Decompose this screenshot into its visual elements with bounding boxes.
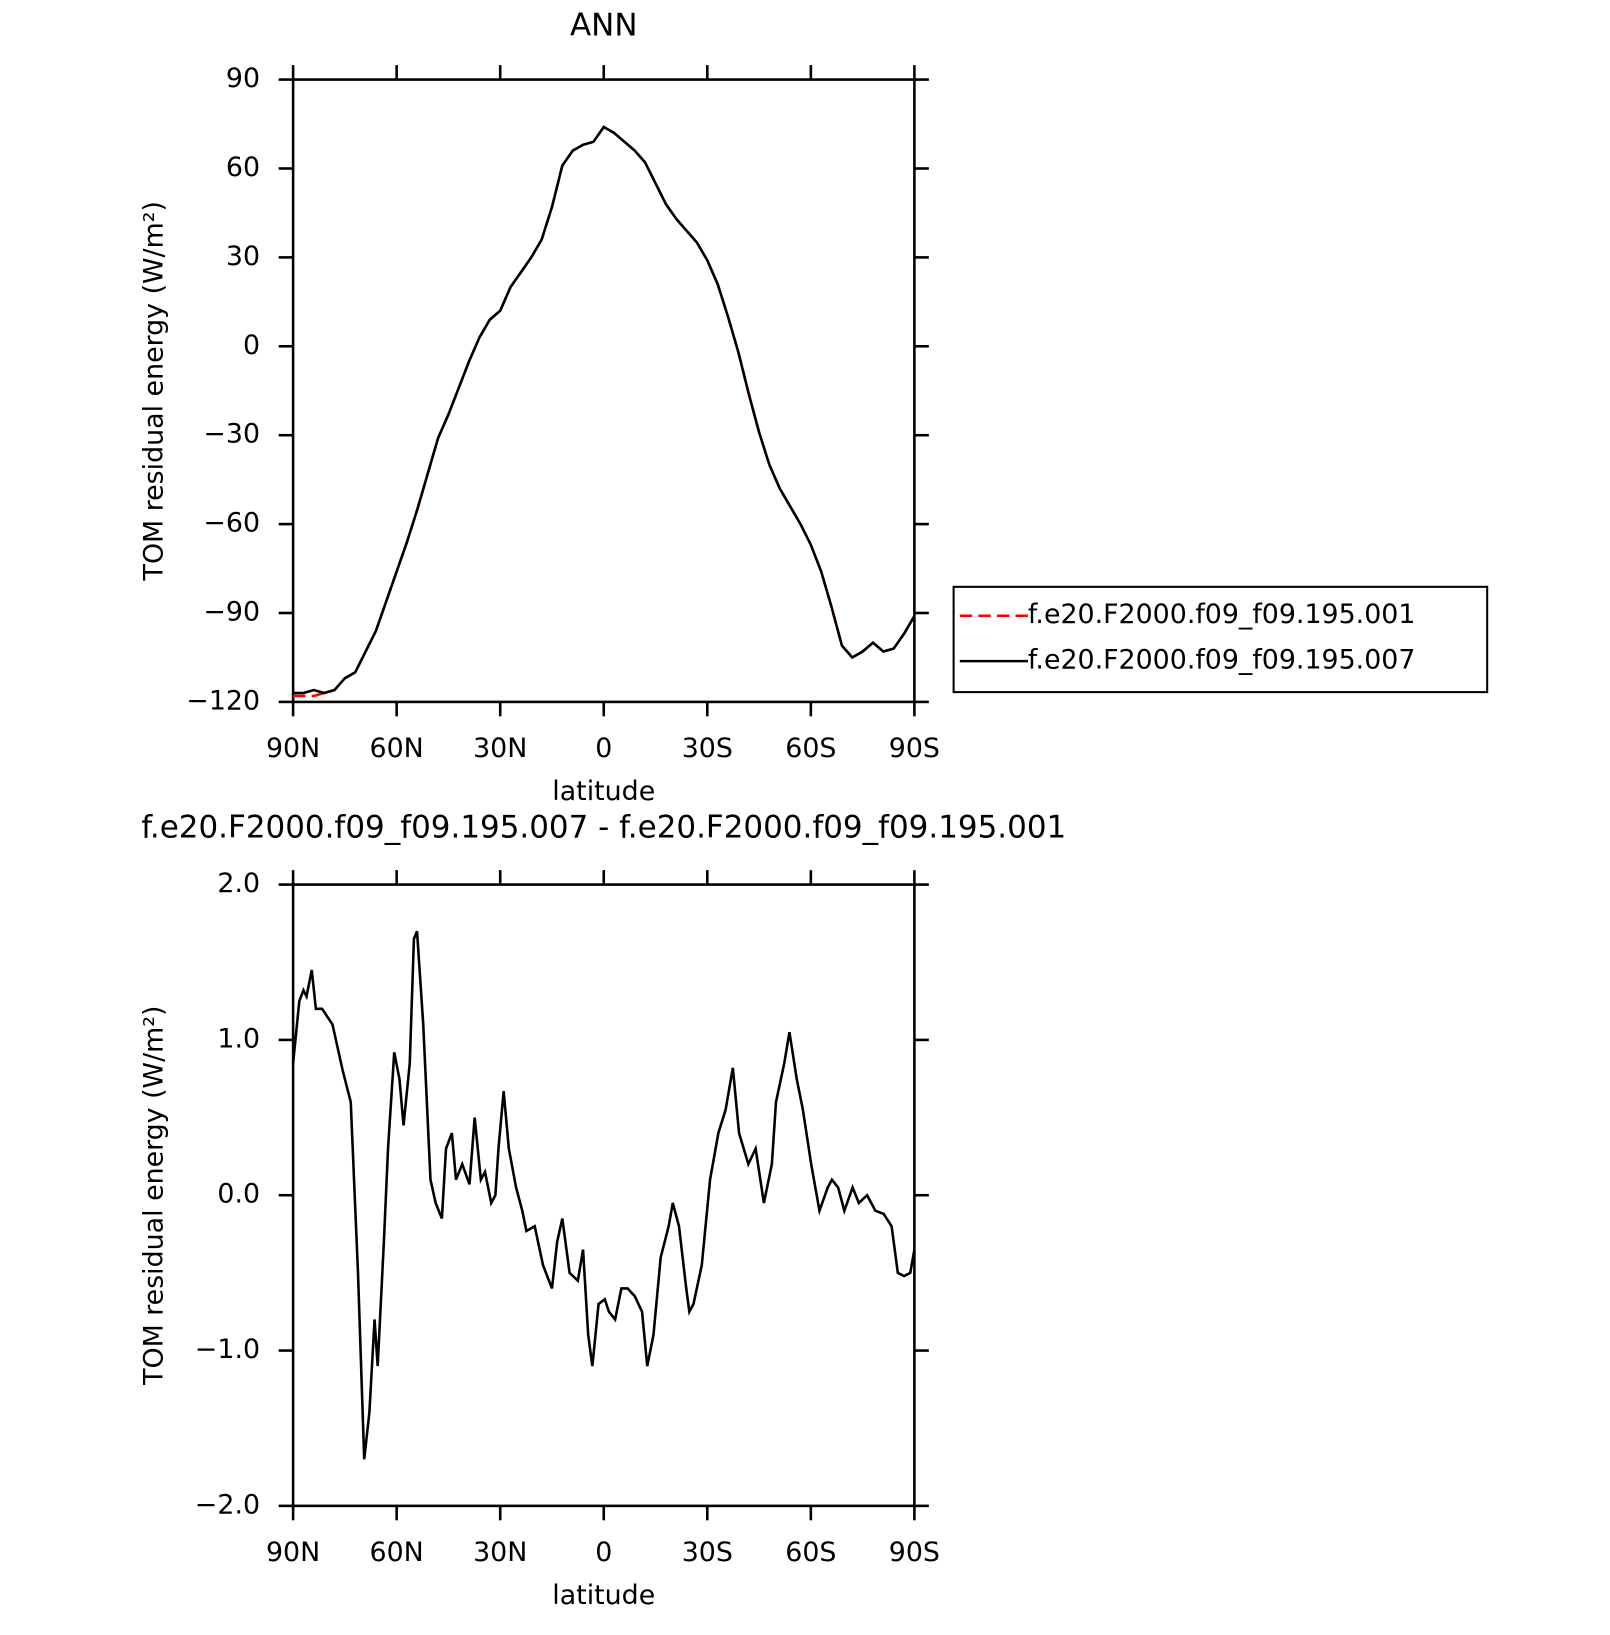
- legend-label: f.e20.F2000.f09_f09.195.001: [1028, 599, 1415, 630]
- y-tick-label: −30: [203, 419, 260, 450]
- legend-box: [952, 585, 1489, 694]
- x-tick-label: 60N: [370, 1537, 424, 1568]
- y-axis-label: TOM residual energy (W/m²): [138, 1006, 169, 1386]
- chart-title: ANN: [570, 7, 637, 43]
- y-tick-label: 90: [226, 63, 260, 94]
- data-line: [293, 125, 916, 695]
- x-tick-label: 90N: [266, 1537, 320, 1568]
- x-tick-label: 30N: [473, 1537, 527, 1568]
- y-tick-label: 60: [226, 152, 260, 183]
- y-tick-label: −60: [203, 508, 260, 539]
- x-tick-label: 30S: [682, 733, 733, 764]
- x-tick-label: 60S: [785, 733, 836, 764]
- plot-frame: [291, 883, 916, 1508]
- x-tick-label: 60S: [785, 1537, 836, 1568]
- y-tick-label: −1.0: [195, 1334, 260, 1365]
- x-axis-label: latitude: [552, 776, 655, 807]
- x-tick-label: 30S: [682, 1537, 733, 1568]
- x-tick-label: 90S: [889, 733, 940, 764]
- legend-label: f.e20.F2000.f09_f09.195.007: [1028, 645, 1415, 676]
- x-tick-label: 90S: [889, 1537, 940, 1568]
- chart-title: f.e20.F2000.f09_f09.195.007 - f.e20.F200…: [141, 809, 1066, 845]
- data-line: [291, 930, 916, 1460]
- data-line: [293, 125, 916, 698]
- x-tick-label: 0: [595, 733, 612, 764]
- plot-frame: [291, 78, 916, 704]
- y-tick-label: −120: [186, 685, 260, 716]
- x-axis-label: latitude: [552, 1580, 655, 1611]
- y-tick-label: 0: [243, 330, 260, 361]
- y-tick-label: 1.0: [217, 1023, 260, 1054]
- x-tick-label: 30N: [473, 733, 527, 764]
- y-tick-label: −90: [203, 597, 260, 628]
- y-axis-label: TOM residual energy (W/m²): [138, 201, 169, 581]
- y-tick-label: −2.0: [195, 1489, 260, 1520]
- y-tick-label: 2.0: [217, 868, 260, 899]
- x-tick-label: 90N: [266, 733, 320, 764]
- x-tick-label: 0: [595, 1537, 612, 1568]
- x-tick-label: 60N: [370, 733, 424, 764]
- y-tick-label: 0.0: [217, 1179, 260, 1210]
- y-tick-label: 30: [226, 241, 260, 272]
